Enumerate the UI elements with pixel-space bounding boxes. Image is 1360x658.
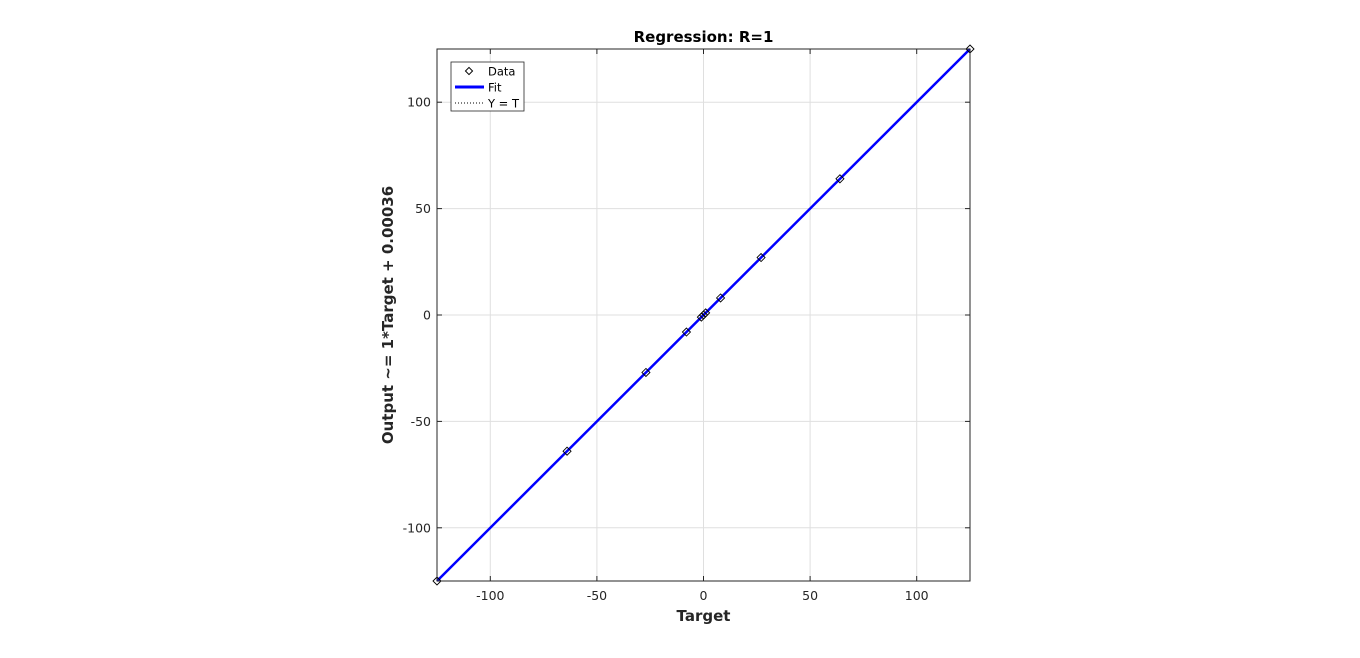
y-tick-label: 50	[415, 201, 431, 216]
data-point	[698, 310, 709, 320]
y-tick-label: -50	[411, 414, 431, 429]
x-tick-label: -100	[476, 588, 504, 603]
ticks: -100 -50 0 50 100 -100 -50 0 50 100	[403, 49, 970, 603]
data-point	[432, 576, 442, 586]
x-tick-label: 50	[802, 588, 818, 603]
data-point	[562, 446, 572, 456]
data-point	[835, 174, 845, 184]
y-tick-label: 100	[407, 95, 431, 110]
data-point	[641, 367, 651, 378]
legend-data-marker	[464, 66, 474, 76]
legend: Data Fit Y = T	[450, 61, 525, 112]
data-point	[700, 308, 711, 318]
y-tick-label: 0	[423, 308, 431, 323]
data-point	[715, 293, 726, 303]
x-tick-label: -50	[587, 588, 607, 603]
x-tick-label: 100	[905, 588, 929, 603]
chart-title: Regression: R=1	[634, 28, 774, 46]
legend-identity-label: Y = T	[487, 97, 520, 111]
legend-fit-label: Fit	[488, 81, 502, 95]
y-axis-label: Output ~= 1*Target + 0.00036	[379, 186, 397, 444]
data-point	[681, 327, 692, 337]
data-point	[756, 252, 766, 263]
x-axis-label: Target	[677, 607, 731, 625]
legend-data-label: Data	[488, 65, 515, 79]
y-tick-label: -100	[403, 520, 431, 535]
data-markers	[432, 44, 975, 586]
x-tick-label: 0	[700, 588, 708, 603]
